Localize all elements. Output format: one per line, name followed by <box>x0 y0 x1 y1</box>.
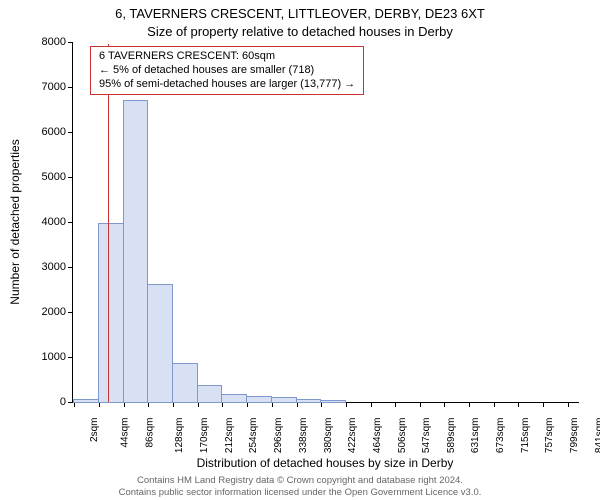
x-axis-label: Distribution of detached houses by size … <box>72 456 578 470</box>
annotation-line1: 6 TAVERNERS CRESCENT: 60sqm <box>99 50 355 64</box>
x-tick-label: 212sqm <box>224 418 235 454</box>
histogram-bar <box>99 224 123 402</box>
x-tick <box>494 402 495 407</box>
x-tick-label: 2sqm <box>89 418 100 442</box>
x-tick-label: 506sqm <box>397 418 408 454</box>
histogram-bar <box>222 395 246 402</box>
y-tick <box>68 402 73 403</box>
x-tick-label: 464sqm <box>372 418 383 454</box>
x-tick-label: 799sqm <box>569 418 580 454</box>
x-tick <box>74 402 75 407</box>
histogram-bar <box>74 400 98 402</box>
y-tick-label: 0 <box>16 396 66 408</box>
chart-container: 6, TAVERNERS CRESCENT, LITTLEOVER, DERBY… <box>0 0 600 500</box>
x-tick <box>173 402 174 407</box>
title-line1: 6, TAVERNERS CRESCENT, LITTLEOVER, DERBY… <box>0 6 600 21</box>
x-tick-label: 128sqm <box>174 418 185 454</box>
histogram-bar <box>124 101 148 403</box>
x-tick <box>124 402 125 407</box>
histogram-bar <box>173 364 197 402</box>
footer: Contains HM Land Registry data © Crown c… <box>0 475 600 498</box>
y-tick-label: 2000 <box>16 306 66 318</box>
x-tick <box>371 402 372 407</box>
y-tick <box>68 42 73 43</box>
y-tick-label: 6000 <box>16 126 66 138</box>
x-tick <box>198 402 199 407</box>
histogram-bar <box>272 398 296 402</box>
x-tick-label: 589sqm <box>446 418 457 454</box>
footer-line1: Contains HM Land Registry data © Crown c… <box>0 475 600 486</box>
footer-line2: Contains public sector information licen… <box>0 487 600 498</box>
y-tick-label: 4000 <box>16 216 66 228</box>
x-tick <box>148 402 149 407</box>
x-tick-label: 673sqm <box>495 418 506 454</box>
x-tick <box>568 402 569 407</box>
reference-marker <box>108 44 109 402</box>
y-tick <box>68 87 73 88</box>
x-tick <box>247 402 248 407</box>
y-tick-label: 8000 <box>16 36 66 48</box>
x-tick <box>518 402 519 407</box>
x-tick-label: 86sqm <box>144 418 155 448</box>
x-tick <box>321 402 322 407</box>
y-tick <box>68 177 73 178</box>
y-tick-label: 3000 <box>16 261 66 273</box>
x-tick-label: 338sqm <box>298 418 309 454</box>
x-tick-label: 631sqm <box>470 418 481 454</box>
histogram-bar <box>321 401 345 402</box>
x-tick-label: 296sqm <box>273 418 284 454</box>
x-tick-label: 715sqm <box>520 418 531 454</box>
x-tick <box>222 402 223 407</box>
y-tick-label: 1000 <box>16 351 66 363</box>
x-tick-label: 44sqm <box>119 418 130 448</box>
x-tick <box>346 402 347 407</box>
histogram-bar <box>297 400 321 402</box>
y-tick <box>68 267 73 268</box>
x-tick <box>272 402 273 407</box>
histogram-bar <box>247 397 271 402</box>
x-tick-label: 841sqm <box>594 418 600 454</box>
x-tick-label: 380sqm <box>323 418 334 454</box>
x-tick-label: 757sqm <box>544 418 555 454</box>
annotation-box: 6 TAVERNERS CRESCENT: 60sqm ← 5% of deta… <box>90 46 364 95</box>
annotation-line2: ← 5% of detached houses are smaller (718… <box>99 64 355 78</box>
y-tick <box>68 222 73 223</box>
y-tick <box>68 132 73 133</box>
y-tick <box>68 357 73 358</box>
plot-area <box>72 42 579 403</box>
x-tick <box>297 402 298 407</box>
x-tick <box>469 402 470 407</box>
y-tick-label: 7000 <box>16 81 66 93</box>
x-tick <box>99 402 100 407</box>
x-tick-label: 547sqm <box>421 418 432 454</box>
y-tick <box>68 312 73 313</box>
annotation-line3: 95% of semi-detached houses are larger (… <box>99 78 355 92</box>
x-tick-label: 422sqm <box>347 418 358 454</box>
x-tick-label: 170sqm <box>199 418 210 454</box>
histogram-bar <box>198 386 222 402</box>
y-tick-label: 5000 <box>16 171 66 183</box>
x-tick <box>420 402 421 407</box>
x-tick <box>395 402 396 407</box>
x-tick <box>444 402 445 407</box>
histogram-bar <box>148 285 172 402</box>
title-line2: Size of property relative to detached ho… <box>0 24 600 39</box>
x-tick <box>543 402 544 407</box>
x-tick-label: 254sqm <box>249 418 260 454</box>
